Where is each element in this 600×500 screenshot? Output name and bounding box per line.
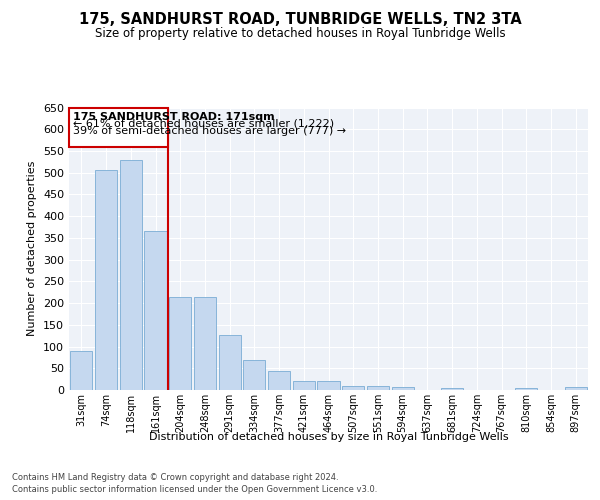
Text: Contains HM Land Registry data © Crown copyright and database right 2024.: Contains HM Land Registry data © Crown c… [12,472,338,482]
Bar [169,296,191,390]
Bar [392,386,414,390]
Text: 175, SANDHURST ROAD, TUNBRIDGE WELLS, TN2 3TA: 175, SANDHURST ROAD, TUNBRIDGE WELLS, TN… [79,12,521,28]
Bar [119,160,142,390]
Y-axis label: Number of detached properties: Number of detached properties [28,161,37,336]
Bar [515,388,538,390]
Bar [441,388,463,390]
Bar [268,372,290,390]
Bar [69,108,168,148]
Bar [565,387,587,390]
Bar [95,170,117,390]
Bar [293,382,315,390]
Bar [218,335,241,390]
Bar [342,386,364,390]
Text: Distribution of detached houses by size in Royal Tunbridge Wells: Distribution of detached houses by size … [149,432,509,442]
Bar [70,351,92,390]
Text: 39% of semi-detached houses are larger (777) →: 39% of semi-detached houses are larger (… [73,126,346,136]
Bar [145,232,167,390]
Text: ← 61% of detached houses are smaller (1,222): ← 61% of detached houses are smaller (1,… [73,119,334,129]
Text: Size of property relative to detached houses in Royal Tunbridge Wells: Size of property relative to detached ho… [95,28,505,40]
Bar [194,296,216,390]
Text: 175 SANDHURST ROAD: 171sqm: 175 SANDHURST ROAD: 171sqm [73,112,274,122]
Bar [317,382,340,390]
Bar [243,360,265,390]
Text: Contains public sector information licensed under the Open Government Licence v3: Contains public sector information licen… [12,485,377,494]
Bar [367,386,389,390]
